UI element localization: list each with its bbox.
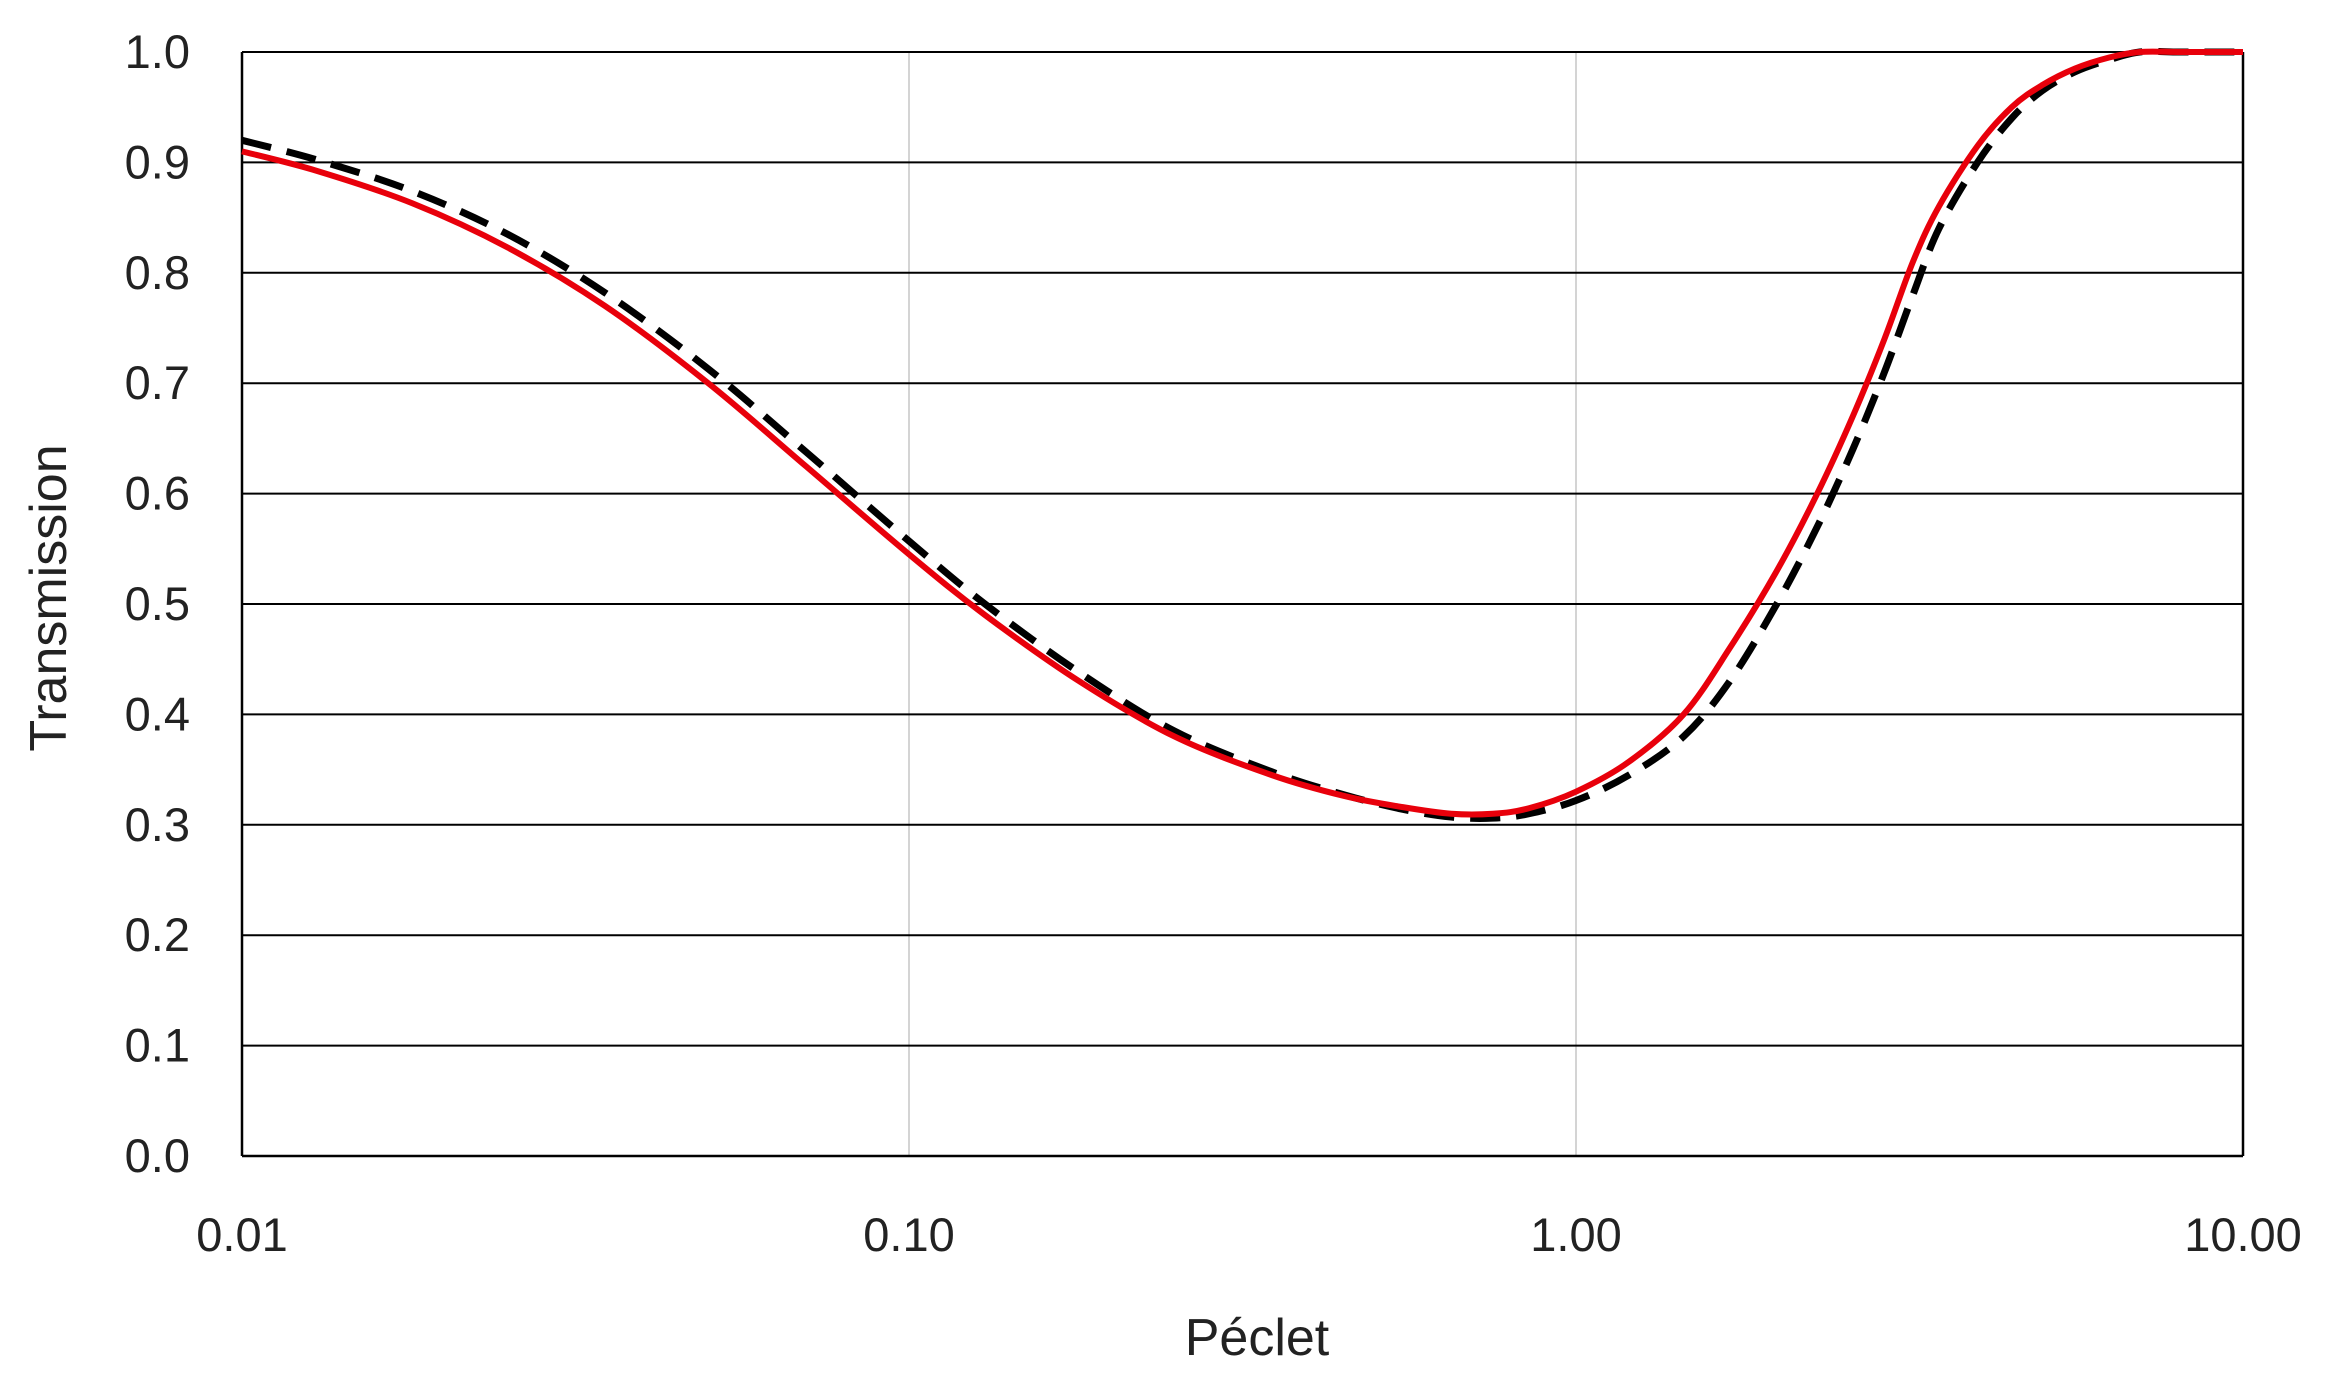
y-tick-label: 0.5 xyxy=(125,577,190,630)
y-axis-title: Transmission xyxy=(20,444,78,751)
series-lines xyxy=(241,47,2243,822)
plot-frame xyxy=(240,52,2245,1158)
y-tick-label: 0.3 xyxy=(125,798,190,851)
x-axis-title: Péclet xyxy=(1185,1309,1330,1367)
y-tick-label: 0.4 xyxy=(125,687,190,740)
grid-lines xyxy=(242,51,2243,1157)
y-tick-label: 0.9 xyxy=(125,135,190,188)
y-tick-label: 0.6 xyxy=(125,467,190,520)
y-tick-label: 1.0 xyxy=(125,25,190,78)
solid-series-line xyxy=(241,48,2243,818)
x-tick-label: 1.00 xyxy=(1530,1208,1621,1261)
dashed-series-line xyxy=(241,47,2243,822)
y-tick-label: 0.7 xyxy=(125,356,190,409)
y-tick-label: 0.0 xyxy=(125,1129,190,1182)
x-tick-labels: 0.01 0.10 1.00 10.00 xyxy=(196,1208,2302,1261)
y-tick-label: 0.8 xyxy=(125,246,190,299)
x-tick-label: 0.10 xyxy=(863,1208,954,1261)
y-tick-labels: 0.0 0.1 0.2 0.3 0.4 0.5 0.6 0.7 0.8 0.9 1.0 xyxy=(125,25,190,1182)
y-tick-label: 0.1 xyxy=(125,1019,190,1072)
x-tick-label: 0.01 xyxy=(196,1208,287,1261)
y-tick-label: 0.2 xyxy=(125,908,190,961)
x-tick-label: 10.00 xyxy=(2184,1208,2302,1261)
